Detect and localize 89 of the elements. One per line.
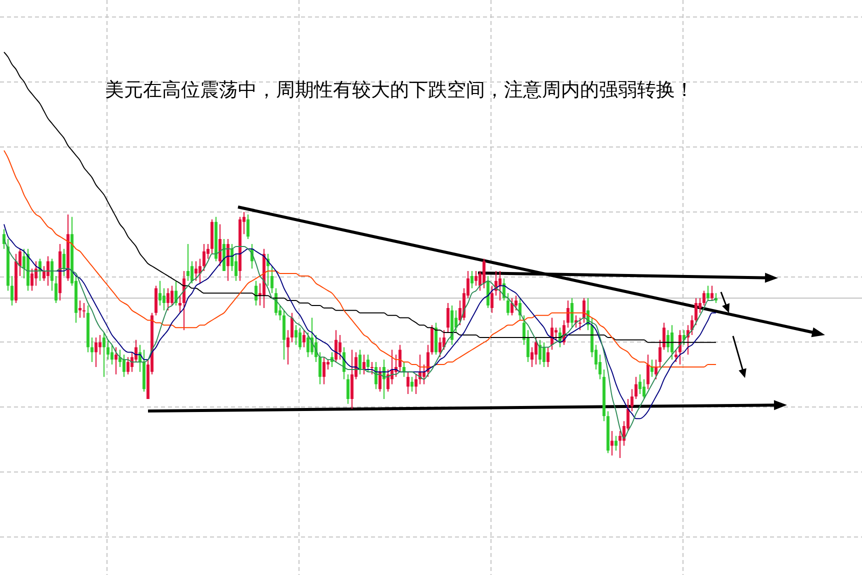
candlestick xyxy=(706,286,710,301)
candlestick xyxy=(434,322,438,355)
candlestick xyxy=(194,261,198,281)
candlestick xyxy=(222,239,226,272)
candlestick xyxy=(446,303,450,333)
candlestick xyxy=(662,322,666,350)
candlestick xyxy=(334,330,338,362)
candlestick xyxy=(282,310,286,360)
candlestick xyxy=(226,239,230,281)
candlestick xyxy=(358,350,362,374)
candlestick xyxy=(322,357,326,384)
candlestick xyxy=(110,344,114,365)
candlestick xyxy=(350,350,354,409)
candlestick xyxy=(614,436,618,451)
candlestick xyxy=(14,254,18,304)
candlestick xyxy=(414,374,418,394)
candlestick xyxy=(410,376,414,392)
candlestick xyxy=(638,374,642,394)
candlestick xyxy=(610,430,614,456)
candlestick xyxy=(66,214,70,281)
candlestick xyxy=(166,288,170,310)
candlestick xyxy=(710,286,714,301)
candlestick xyxy=(582,298,586,323)
candlestick xyxy=(302,330,306,348)
candlestick xyxy=(142,350,146,392)
candlestick xyxy=(102,332,106,377)
candlestick xyxy=(54,276,58,304)
candlestick xyxy=(534,337,538,365)
candlestick xyxy=(154,286,158,316)
candlestick xyxy=(286,330,290,365)
candlestick xyxy=(546,347,550,367)
candlestick xyxy=(406,372,410,394)
candlestick xyxy=(298,328,302,350)
candlestick xyxy=(694,298,698,326)
candlestick xyxy=(290,312,294,342)
candlestick xyxy=(318,352,322,384)
candlestick xyxy=(470,271,474,288)
candlestick xyxy=(542,342,546,367)
candlestick xyxy=(566,300,570,328)
candlestick xyxy=(570,298,574,328)
candlestick xyxy=(702,290,706,306)
candlestick xyxy=(366,354,370,372)
candlestick xyxy=(186,244,190,281)
candlestick xyxy=(450,305,454,345)
candlestick xyxy=(210,219,214,254)
candlestick xyxy=(270,266,274,294)
candlestick xyxy=(650,360,654,377)
candlestick xyxy=(430,325,434,355)
candlestick xyxy=(50,258,54,291)
candlestick xyxy=(426,344,430,377)
candlestick xyxy=(6,239,10,291)
candlestick xyxy=(114,347,118,374)
candlestick xyxy=(58,244,62,301)
candlestick xyxy=(690,315,694,335)
candlestick xyxy=(178,296,182,313)
candlestick xyxy=(398,344,402,372)
candlestick xyxy=(26,248,30,291)
candlestick xyxy=(510,298,514,316)
candlestick xyxy=(214,216,218,262)
candlestick xyxy=(606,411,610,454)
candlestick xyxy=(486,276,490,308)
candlestick xyxy=(498,271,502,301)
candlestick xyxy=(202,244,206,272)
candlestick xyxy=(46,256,50,286)
candlestick xyxy=(94,337,98,367)
candlestick xyxy=(482,258,486,288)
candlestick xyxy=(78,300,82,318)
candlestick xyxy=(362,354,366,374)
candlestick xyxy=(254,280,258,306)
candlestick xyxy=(62,248,66,276)
candlestick xyxy=(82,303,86,318)
candlestick xyxy=(670,325,674,360)
candlestick xyxy=(658,340,662,367)
candlestick xyxy=(198,258,202,284)
candlestick xyxy=(602,369,606,422)
candlestick xyxy=(10,276,14,306)
candlestick xyxy=(86,305,90,352)
candlestick xyxy=(90,337,94,362)
candlestick xyxy=(646,354,650,390)
candlestick xyxy=(490,286,494,313)
candlestick xyxy=(634,376,638,399)
candlestick xyxy=(630,389,634,412)
candlestick xyxy=(506,293,510,316)
candlestick xyxy=(218,224,222,266)
candlestick xyxy=(538,340,542,365)
candlestick xyxy=(246,214,250,240)
candlestick xyxy=(346,374,350,404)
chart-title: 美元在高位震荡中，周期性有较大的下跌空间，注意周内的强弱转换！ xyxy=(105,79,694,101)
candlestick xyxy=(382,360,386,399)
